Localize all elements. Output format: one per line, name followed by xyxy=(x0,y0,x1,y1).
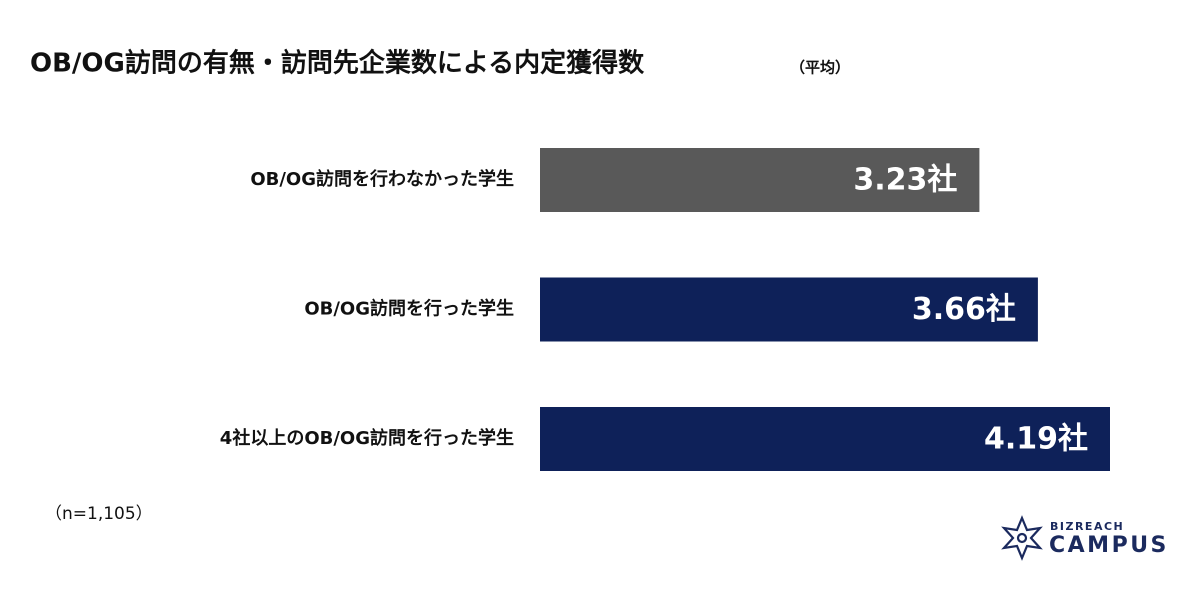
bar xyxy=(540,148,980,212)
y-tick-label: OB/OG訪問を行った学生 xyxy=(304,298,514,320)
y-tick-label: OB/OG訪問を行わなかった学生 xyxy=(250,168,514,190)
value-label: 3.23社 xyxy=(853,163,957,198)
logo-top: BIZREACH xyxy=(1050,520,1124,533)
logo-icon xyxy=(1001,515,1043,561)
chart-title: OB/OG訪問の有無・訪問先企業数による内定獲得数 xyxy=(30,48,645,79)
chart-subtitle: （平均） xyxy=(790,59,850,77)
y-tick-label: 4社以上のOB/OG訪問を行った学生 xyxy=(220,427,514,449)
logo-icon-center xyxy=(1016,532,1028,544)
value-label: 4.19社 xyxy=(984,422,1088,457)
bar xyxy=(540,407,1110,471)
bar xyxy=(540,277,1038,342)
logo xyxy=(1001,515,1043,561)
value-label: 3.66社 xyxy=(912,292,1016,327)
note: （n=1,105） xyxy=(45,504,153,524)
logo-bottom: CAMPUS xyxy=(1049,533,1169,558)
